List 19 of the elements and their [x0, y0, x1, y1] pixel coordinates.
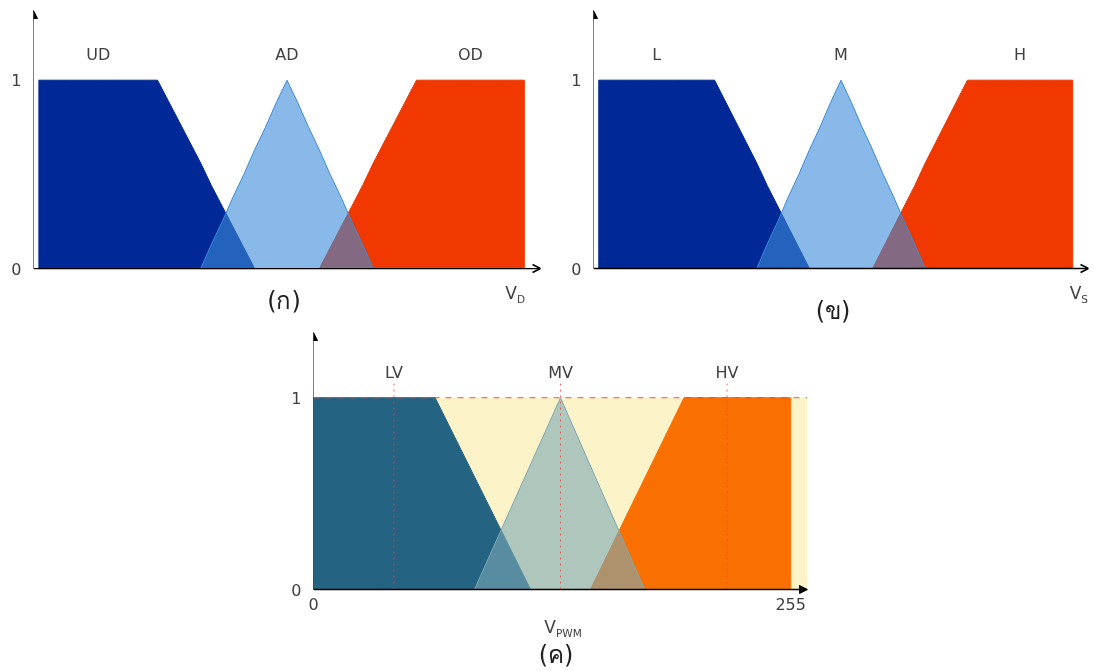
- x-axis-title: V$_{D}$: [505, 283, 525, 307]
- ref-line-label: MV: [548, 362, 573, 382]
- text: (ข): [815, 297, 851, 326]
- x-tick-label: 255: [775, 594, 806, 614]
- x-axis-title: V$_{PWM}$: [544, 617, 582, 641]
- series-label: UD: [86, 44, 111, 64]
- x-axis-title: V$_{S}$: [1069, 283, 1088, 307]
- series-label: H: [1014, 44, 1027, 64]
- y-tick-label: 1: [571, 71, 582, 91]
- series-label: L: [652, 44, 662, 64]
- y-tick-label: 1: [291, 388, 302, 408]
- text: (ค): [538, 641, 574, 670]
- text: (ก): [267, 287, 301, 316]
- series-label: OD: [457, 44, 483, 64]
- ref-line-label: HV: [715, 362, 739, 382]
- series-label: M: [834, 44, 848, 64]
- y-tick-label: 1: [11, 71, 22, 91]
- series-label: AD: [275, 44, 299, 64]
- ref-line-label: LV: [384, 362, 404, 382]
